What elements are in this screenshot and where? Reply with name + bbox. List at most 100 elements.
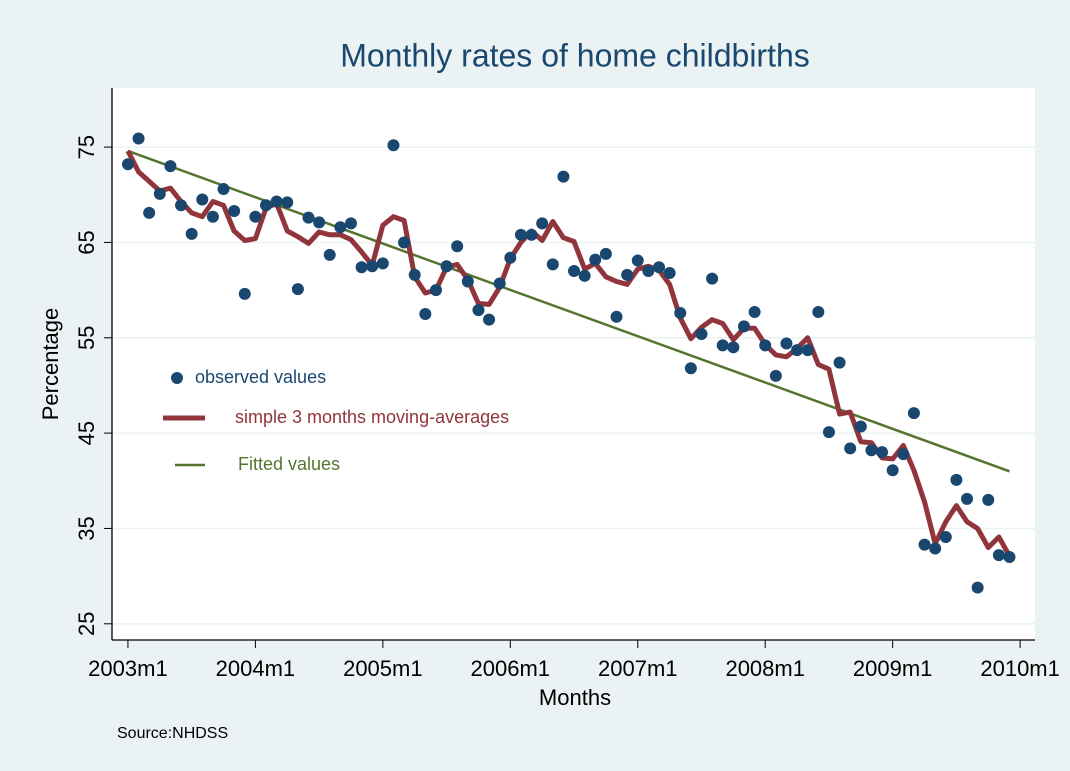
data-point [175, 199, 188, 212]
chart-title: Monthly rates of home childbirths [340, 37, 810, 73]
data-point [121, 158, 134, 171]
legend-swatch [171, 372, 183, 384]
data-point [578, 269, 591, 282]
data-point [642, 265, 655, 278]
data-point [854, 420, 867, 433]
data-point [822, 426, 835, 439]
data-point [982, 493, 995, 506]
data-point [206, 210, 219, 223]
data-point [950, 473, 963, 486]
data-point [419, 307, 432, 320]
data-point [621, 268, 634, 281]
data-point [568, 265, 581, 278]
data-point [907, 407, 920, 420]
data-point [610, 310, 623, 323]
grid [112, 146, 1035, 625]
data-point [1003, 551, 1016, 564]
data-point [132, 132, 145, 145]
y-tick-label: 45 [74, 421, 99, 445]
data-point [961, 492, 974, 505]
data-point [695, 327, 708, 340]
data-point [376, 257, 389, 270]
data-point [674, 306, 687, 319]
data-point [557, 170, 570, 183]
data-point [249, 210, 262, 223]
x-tick-label: 2005m1 [343, 656, 423, 681]
data-point [589, 253, 602, 266]
data-point [727, 341, 740, 354]
data-point [833, 356, 846, 369]
data-point [313, 216, 326, 229]
x-axis-title: Months [539, 685, 611, 710]
y-tick-label: 65 [74, 230, 99, 254]
data-point [769, 369, 782, 382]
data-point [238, 287, 251, 300]
legend-label: observed values [195, 367, 326, 387]
data-point [451, 240, 464, 253]
data-point [387, 139, 400, 152]
data-point [684, 362, 697, 375]
y-tick-label: 35 [74, 516, 99, 540]
data-point [355, 261, 368, 274]
plot-area [112, 88, 1035, 640]
data-point [164, 160, 177, 173]
x-tick-label: 2009m1 [853, 656, 933, 681]
data-point [748, 306, 761, 319]
data-point [291, 283, 304, 296]
ticks: 25 35 45 55 65 75 2003m1 2004m1 2005m1 2006m1 2007… [74, 135, 1060, 681]
data-point [153, 187, 166, 200]
data-point [398, 236, 411, 249]
data-point [759, 339, 772, 352]
data-point [631, 254, 644, 267]
data-point [971, 581, 984, 594]
data-point [217, 183, 230, 196]
data-point [493, 277, 506, 290]
data-point [408, 268, 421, 281]
data-point [706, 272, 719, 285]
y-tick-label: 25 [74, 612, 99, 636]
x-tick-label: 2006m1 [471, 656, 551, 681]
marks [121, 132, 1016, 594]
data-point [653, 261, 666, 274]
data-point [260, 199, 273, 212]
x-tick-label: 2004m1 [216, 656, 296, 681]
data-point [812, 306, 825, 319]
data-point [483, 313, 496, 326]
data-point [865, 444, 878, 457]
x-tick-label: 2007m1 [598, 656, 678, 681]
data-point [546, 258, 559, 271]
data-point [514, 228, 527, 241]
data-point [536, 217, 549, 230]
data-point [270, 195, 283, 208]
data-point [992, 549, 1005, 562]
legend: observed values simple 3 months moving-av… [163, 367, 509, 474]
y-tick-label: 75 [74, 135, 99, 159]
data-point [334, 221, 347, 234]
x-tick-label: 2003m1 [88, 656, 168, 681]
legend-label: Fitted values [238, 454, 340, 474]
data-point [461, 275, 474, 288]
data-point [366, 260, 379, 273]
data-point [801, 344, 814, 357]
data-point [185, 227, 198, 240]
data-point [886, 464, 899, 477]
data-point [737, 320, 750, 333]
source-note: Source:NHDSS [117, 725, 228, 742]
data-point [844, 442, 857, 455]
data-point [791, 344, 804, 357]
data-point [599, 247, 612, 260]
data-point [504, 251, 517, 264]
data-point [929, 542, 942, 555]
data-point [876, 446, 889, 459]
data-point [302, 211, 315, 224]
x-tick-label: 2008m1 [725, 656, 805, 681]
y-axis-title: Percentage [38, 308, 63, 421]
data-point [196, 193, 209, 206]
data-point [281, 196, 294, 209]
data-point [344, 217, 357, 230]
data-point [323, 248, 336, 261]
data-point [918, 538, 931, 551]
data-point [440, 260, 453, 273]
data-point [525, 228, 538, 241]
